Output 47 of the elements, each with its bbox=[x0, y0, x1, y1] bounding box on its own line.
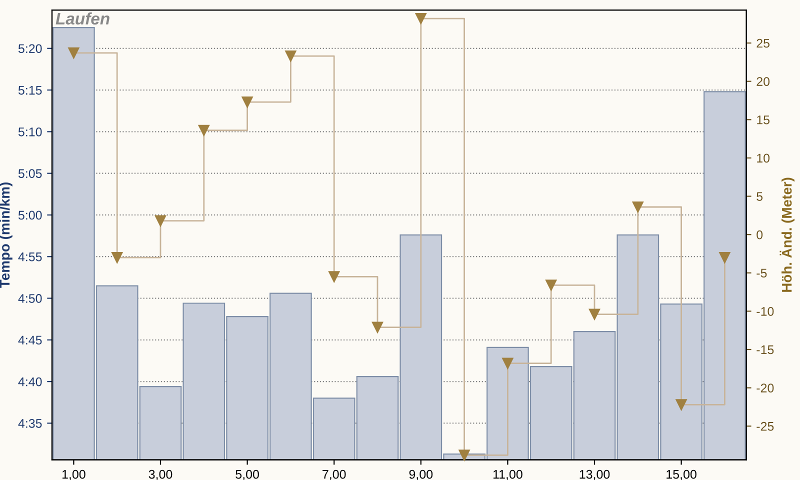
x-tick-label: 7,00 bbox=[322, 470, 346, 480]
y2-tick-label: 10 bbox=[757, 154, 770, 163]
y-tick-label: 4:35 bbox=[18, 418, 42, 428]
y-tick-label: 4:40 bbox=[18, 377, 42, 386]
y2-tick-label: -25 bbox=[756, 422, 774, 431]
y2-axis-title: Höh. Änd. (Meter) bbox=[780, 178, 794, 292]
x-tick-label: 13,00 bbox=[580, 470, 610, 480]
point bbox=[154, 215, 166, 226]
point bbox=[676, 399, 687, 410]
x-tick-label: 1,00 bbox=[62, 470, 86, 480]
y2-tick-label: -20 bbox=[756, 384, 774, 392]
y2-tick-label: -15 bbox=[756, 345, 774, 354]
y-tick-label: 4:45 bbox=[18, 336, 42, 345]
y-tick-label: 5:05 bbox=[18, 169, 42, 178]
point bbox=[632, 201, 644, 213]
point bbox=[285, 50, 296, 62]
y-tick-label: 5:20 bbox=[18, 44, 42, 54]
y-tick-label: 4:55 bbox=[18, 252, 42, 262]
point bbox=[502, 358, 514, 369]
y-tick-label: 5:00 bbox=[18, 210, 42, 220]
point bbox=[242, 96, 253, 108]
point bbox=[546, 280, 557, 291]
y-tick-label: 5:10 bbox=[18, 127, 42, 136]
y2-tick-label: 25 bbox=[756, 38, 770, 48]
point bbox=[68, 47, 80, 59]
y2-tick-label: -5 bbox=[756, 268, 767, 278]
y2-tick-label: 0 bbox=[756, 230, 763, 240]
y2-tick-label: 20 bbox=[756, 77, 770, 86]
point bbox=[198, 124, 210, 136]
x-tick-label: 5,00 bbox=[236, 470, 259, 480]
point bbox=[458, 450, 470, 461]
point bbox=[112, 252, 123, 264]
point bbox=[588, 308, 600, 320]
point bbox=[372, 322, 384, 333]
chart-title: Laufen bbox=[56, 12, 110, 25]
point bbox=[415, 12, 426, 24]
y-tick-label: 5:15 bbox=[18, 86, 42, 95]
x-tick-label: 15,00 bbox=[666, 470, 696, 480]
point bbox=[328, 271, 340, 282]
x-tick-label: 11,00 bbox=[493, 470, 522, 480]
y-tick-label: 4:50 bbox=[18, 294, 42, 303]
x-tick-label: 3,00 bbox=[148, 470, 172, 480]
y2-tick-label: 15 bbox=[757, 116, 770, 124]
x-tick-label: 9,00 bbox=[409, 470, 433, 480]
y2-tick-label: 5 bbox=[756, 192, 763, 201]
point bbox=[719, 252, 730, 264]
y2-tick-label: -10 bbox=[756, 307, 774, 316]
